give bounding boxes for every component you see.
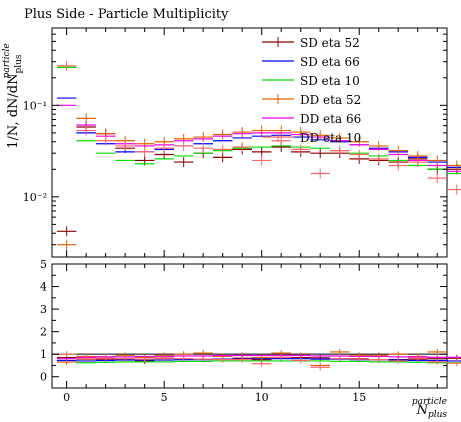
legend-label: DD eta 10 bbox=[300, 131, 361, 145]
svg-text:1/N, dN/dNplusparticle: 1/N, dN/dNplusparticle bbox=[2, 43, 24, 148]
x-tick-label: 5 bbox=[161, 391, 168, 404]
ratio-series-dd-eta-10 bbox=[56, 351, 461, 371]
legend-item-sd-eta-10: SD eta 10 bbox=[262, 74, 360, 88]
ratio-y-tick-label: 3 bbox=[40, 303, 47, 316]
series-dd-eta-52 bbox=[56, 113, 461, 250]
series-sd-eta-10 bbox=[56, 66, 461, 175]
legend-label: DD eta 52 bbox=[300, 93, 361, 107]
legend-label: DD eta 66 bbox=[300, 112, 361, 126]
chart-title: Plus Side - Particle Multiplicity bbox=[24, 7, 229, 22]
legend-label: SD eta 52 bbox=[300, 36, 360, 50]
ratio-plot-frame bbox=[51, 263, 448, 389]
series-dd-eta-10 bbox=[56, 60, 461, 195]
ratio-y-tick-label: 2 bbox=[40, 326, 47, 339]
series-dd-eta-66 bbox=[56, 104, 461, 172]
legend: SD eta 52 SD eta 66 SD eta 10 DD eta 52 DD e… bbox=[262, 36, 361, 145]
x-tick-label: 10 bbox=[255, 391, 269, 404]
ratio-y-tick-label: 0 bbox=[40, 371, 47, 384]
x-axis-label-sub: plus bbox=[428, 410, 447, 420]
ratio-y-tick-label: 4 bbox=[40, 281, 47, 294]
y-axis-label-sup: particle bbox=[2, 43, 12, 78]
y-tick-label: 10⁻¹ bbox=[23, 99, 47, 112]
legend-item-sd-eta-66: SD eta 66 bbox=[262, 55, 360, 69]
series-sd-eta-52 bbox=[56, 121, 461, 237]
x-axis-label-sup: particle bbox=[412, 397, 447, 407]
x-axis-label-main: N bbox=[416, 403, 429, 418]
y-axis-label-sub: plus bbox=[14, 54, 24, 73]
x-tick-label: 15 bbox=[352, 391, 366, 404]
legend-item-dd-eta-66: DD eta 66 bbox=[262, 112, 361, 126]
ratio-y-tick-label: 5 bbox=[40, 258, 47, 271]
svg-text:Nplus: Nplus bbox=[416, 403, 448, 420]
legend-item-dd-eta-52: DD eta 52 bbox=[262, 93, 361, 107]
legend-item-dd-eta-10: DD eta 10 bbox=[262, 131, 361, 145]
y-tick-label: 10⁻² bbox=[23, 191, 47, 204]
legend-label: SD eta 66 bbox=[300, 55, 360, 69]
main-plot: 10⁻² 10⁻¹ bbox=[23, 27, 461, 258]
ratio-plot: 0 1 2 3 4 5 0 5 10 15 bbox=[40, 258, 461, 404]
legend-label: SD eta 10 bbox=[300, 74, 360, 88]
legend-item-sd-eta-52: SD eta 52 bbox=[262, 36, 360, 50]
ratio-y-tick-label: 1 bbox=[40, 348, 47, 361]
y-axis-label-main: 1/N, dN/dN bbox=[6, 74, 21, 149]
y-axis-label: 1/N, dN/dNplusparticle bbox=[2, 43, 24, 148]
x-axis-label: Nplus particle bbox=[412, 397, 448, 420]
x-tick-label: 0 bbox=[63, 391, 70, 404]
main-plot-frame bbox=[51, 27, 448, 258]
